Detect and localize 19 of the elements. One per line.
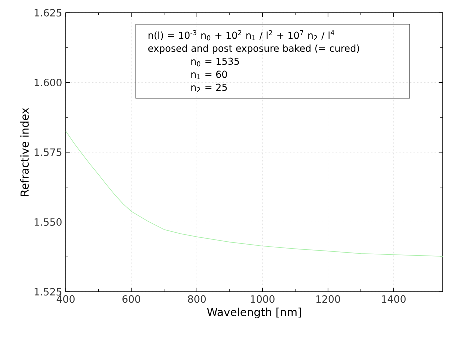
x-axis-title: Wavelength [nm] xyxy=(207,308,302,319)
annotation: exposed and post exposure baked (= cured) xyxy=(148,44,360,54)
x-tick-label: 1200 xyxy=(316,296,340,304)
y-tick-label: 1.625 xyxy=(34,9,62,17)
x-tick-label: 600 xyxy=(122,296,140,304)
y-tick-label: 1.575 xyxy=(34,148,62,156)
y-tick-label: 1.600 xyxy=(34,78,62,87)
line-series xyxy=(66,130,444,257)
y-tick-label: 1.550 xyxy=(34,218,62,226)
x-tick-label: 400 xyxy=(56,296,75,304)
annotation: n$_{0}$ = 1535 xyxy=(192,58,240,67)
text: n(l) = 10$^{-3}$ n$_{0}$ + 10$^{2}$ n$_{1}$ / l$^{2}$ + 10$^{7}$ n$_{2}$ / l$^{4}$ xyxy=(148,30,334,41)
y-tick-label: 1.525 xyxy=(34,288,62,296)
y-axis-title: Refractive index xyxy=(20,108,30,196)
x-tick-label: 800 xyxy=(188,296,206,304)
annotation: n$_{1}$ = 60 xyxy=(192,70,228,80)
x-tick-label: 1400 xyxy=(382,296,406,304)
annotation: n$_{2}$ = 25 xyxy=(192,84,228,92)
x-tick-label: 1000 xyxy=(251,296,275,304)
